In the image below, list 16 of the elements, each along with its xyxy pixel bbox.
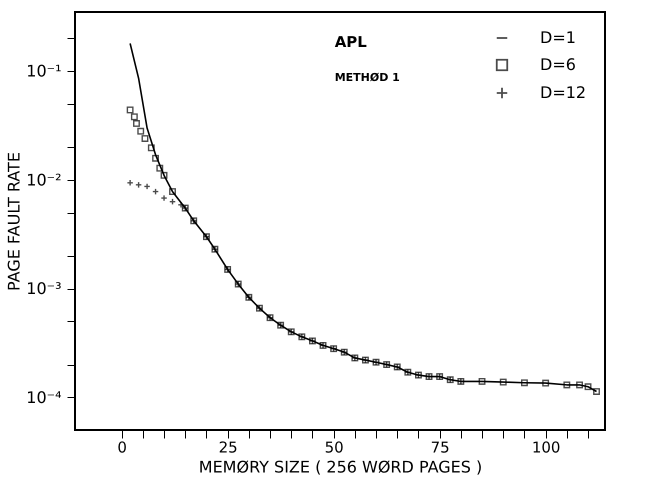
x-tick-label: 25 xyxy=(218,438,238,456)
x-tick-label: 75 xyxy=(430,438,450,456)
y-tick-label: 10⁻³ xyxy=(26,279,62,298)
x-tick-label: 50 xyxy=(324,438,344,456)
legend-label: D=6 xyxy=(540,55,576,74)
legend-label: D=12 xyxy=(540,83,586,102)
x-tick-label: 100 xyxy=(532,438,560,456)
y-tick-label: 10⁻⁴ xyxy=(26,388,62,407)
x-tick-label: 0 xyxy=(117,438,127,456)
y-tick-label: 10⁻¹ xyxy=(26,62,62,81)
y-tick-label: 10⁻² xyxy=(26,170,62,190)
annotation: METHØD 1 xyxy=(334,71,400,84)
legend-label: D=1 xyxy=(540,28,576,47)
annotation: APL xyxy=(334,33,368,51)
x-axis-title: MEMØRY SIZE ( 256 WØRD PAGES ) xyxy=(198,458,482,476)
y-axis-title: PAGE FAULT RATE xyxy=(4,152,24,291)
